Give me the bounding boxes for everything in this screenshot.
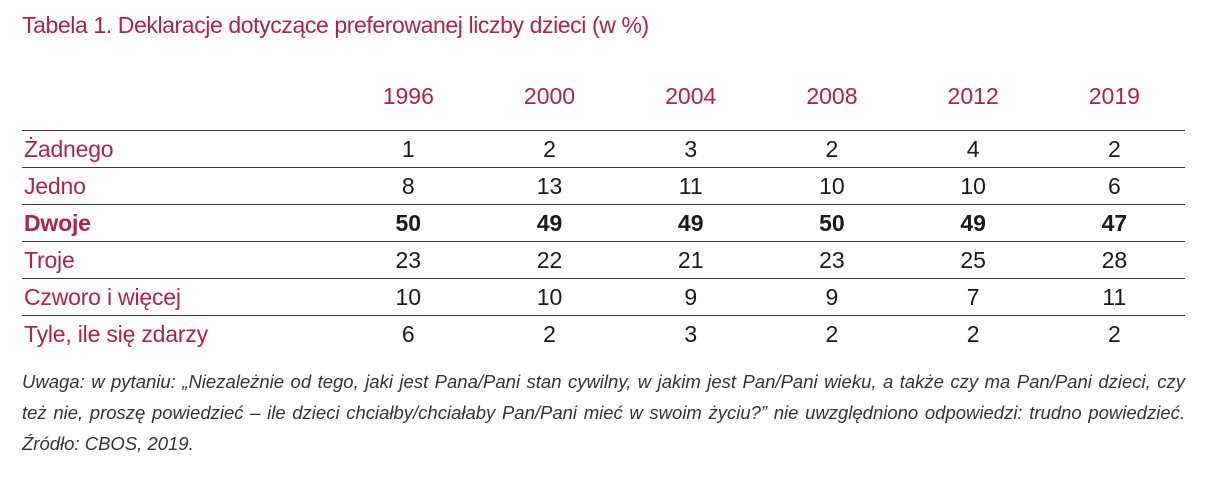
table-cell: 49	[902, 204, 1044, 242]
table-cell: 11	[620, 167, 762, 205]
column-header: 2012	[902, 62, 1044, 131]
table-cell: 2	[543, 320, 556, 347]
table-cell: 10	[761, 167, 903, 205]
table-row: Jedno 8 13 11 10 10 6	[22, 167, 1185, 205]
table-cell: 4	[902, 130, 1044, 168]
table-cell: 6	[1043, 167, 1185, 205]
table-note: Uwaga: w pytaniu: „Niezależnie od tego, …	[22, 371, 1185, 454]
table-title: Tabela 1. Deklaracje dotyczące preferowa…	[22, 12, 649, 38]
table-cell: 6	[401, 320, 415, 347]
table-cell: 10	[478, 278, 621, 316]
table-cell: 10	[337, 278, 479, 316]
column-header: 2019	[1043, 62, 1185, 131]
row-label: Troje	[22, 241, 338, 279]
table-cell: 50	[337, 204, 479, 242]
table-cell: 2	[1043, 130, 1185, 168]
header-corner	[22, 62, 338, 131]
table-row-highlighted: Dwoje 50 49 49 50 49 47	[22, 204, 1185, 242]
table-row: Tyle, ile się zdarzy 6 2 3 2 2 2	[22, 316, 1185, 353]
table-cell: 7	[902, 278, 1044, 316]
table-cell: 2	[825, 320, 839, 347]
table-cell: 28	[1043, 241, 1185, 279]
table-row: Troje 23 22 21 23 25 28	[22, 241, 1185, 279]
table-cell: 8	[337, 167, 479, 205]
table-cell: 21	[620, 241, 762, 279]
row-label: Jedno	[22, 167, 338, 205]
table-cell: 2	[966, 320, 980, 347]
row-label: Czworo i więcej	[22, 278, 338, 316]
table-cell: 49	[620, 204, 762, 242]
column-header: 1996	[337, 62, 479, 131]
table-cell: 2	[761, 130, 903, 168]
table-cell: 9	[761, 278, 903, 316]
table-cell: 50	[761, 204, 903, 242]
table-cell: 23	[337, 241, 479, 279]
table-cell: 2	[1107, 320, 1121, 347]
table-cell: 10	[902, 167, 1044, 205]
table-row: Czworo i więcej 10 10 9 9 7 11	[22, 278, 1185, 316]
table-cell: 2	[478, 130, 621, 168]
table-row: Żadnego 1 2 3 2 4 2	[22, 130, 1185, 168]
column-header: 2008	[761, 62, 903, 131]
row-label: Żadnego	[22, 130, 338, 168]
table-cell: 25	[902, 241, 1044, 279]
table-cell: 9	[620, 278, 762, 316]
header-row: 1996 2000 2004 2008 2012 2019	[22, 62, 1185, 131]
table-cell: 49	[478, 204, 621, 242]
column-header: 2000	[478, 62, 621, 131]
preferences-table: 1996 2000 2004 2008 2012 2019 Żadnego 1 …	[22, 62, 1185, 352]
table-cell: 1	[337, 130, 479, 168]
table-cell: 22	[478, 241, 621, 279]
table-cell: 11	[1043, 278, 1185, 316]
table-cell: 47	[1043, 204, 1185, 242]
table-cell: 3	[620, 130, 762, 168]
table-cell: 13	[478, 167, 621, 205]
table-cell: 23	[761, 241, 903, 279]
row-label: Tyle, ile się zdarzy	[24, 320, 208, 347]
row-label: Dwoje	[22, 204, 338, 242]
table-cell: 3	[684, 320, 698, 347]
column-header: 2004	[620, 62, 762, 131]
